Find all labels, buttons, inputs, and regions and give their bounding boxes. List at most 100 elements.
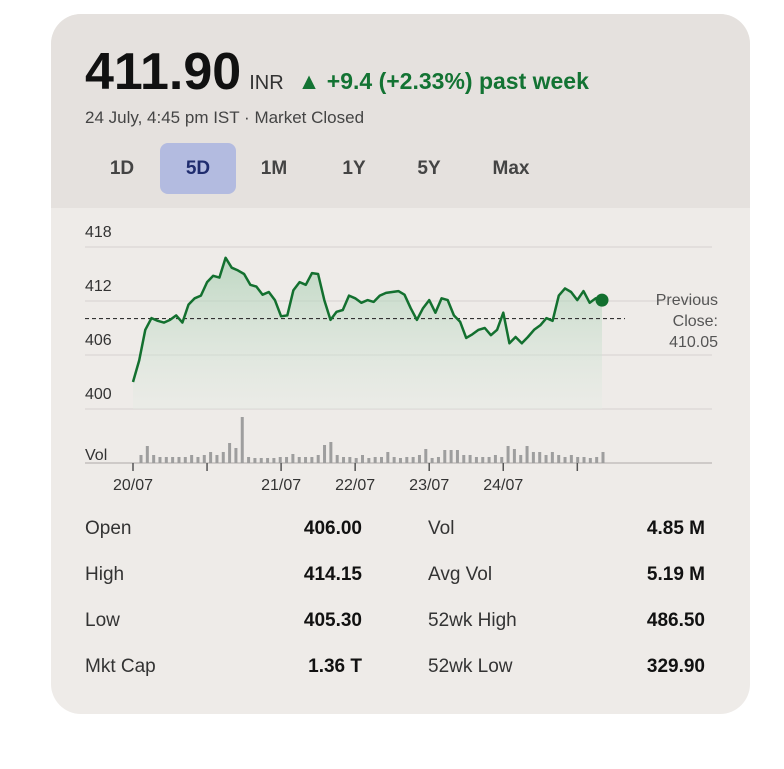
range-tab[interactable]: 1Y [342,158,366,179]
volume-bar [342,457,346,463]
volume-bar [582,457,586,463]
volume-bar [449,450,453,463]
stat-label: High [85,564,125,585]
volume-bar [304,457,308,463]
volume-bar [443,450,447,463]
stat-value: 329.90 [646,656,705,677]
volume-bar [386,452,390,463]
volume-bar [392,457,396,463]
volume-bar [348,457,352,463]
range-tab[interactable]: 1M [260,158,288,179]
previous-close: Previous Close: 410.05 [620,290,718,353]
price-line [131,256,603,383]
volume-bar [398,458,402,463]
volume-bar [215,455,219,463]
volume-bar [228,443,232,463]
last-price-dot [595,293,609,307]
volume-bar [557,455,561,463]
volume-bar [544,455,548,463]
volume-bar [139,455,143,463]
volume-bar [436,457,440,463]
stat-value: 414.15 [303,564,362,585]
volume-bar [462,455,466,463]
range-tab[interactable]: 5Y [417,158,441,179]
volume-bar [335,455,339,463]
range-tab[interactable]: 1D [109,158,135,179]
stat-label: 52wk High [428,610,517,631]
volume-bar [468,455,472,463]
stat-label: Mkt Cap [85,656,156,677]
volume-bar [430,458,434,463]
stat-value: 405.30 [303,610,362,631]
volume-bar [177,457,181,463]
volume-bar [455,450,459,463]
volume-bar [538,452,542,463]
volume-bar [411,457,415,463]
x-tick-label: 21/07 [261,477,301,494]
volume-bar [361,455,365,463]
x-tick-label: 23/07 [409,477,449,494]
volume-bar [569,455,573,463]
currency: INR [249,72,284,94]
volume-bar [405,457,409,463]
volume-bar [519,455,523,463]
volume-bar [576,457,580,463]
stat-value: 406.00 [303,518,362,539]
volume-label: Vol [85,447,107,464]
volume-bar [253,458,257,463]
volume-bar [209,452,213,463]
volume-bar [285,457,289,463]
quote-header: 411.90 INR ▲ +9.4 (+2.33%) past week 24 … [51,14,750,208]
range-tab[interactable]: 5D [160,143,236,194]
volume-bar [550,452,554,463]
range-tab[interactable]: Max [492,158,530,179]
y-tick-label: 412 [85,278,112,295]
stat-label: Vol [428,518,455,539]
price: 411.90 [85,43,242,101]
timestamp: 24 July, 4:45 pm IST · Market Closed [85,108,365,127]
volume-bar [297,457,301,463]
volume-bar [221,452,225,463]
volume-bar [259,458,263,463]
quote-card: 411.90 INR ▲ +9.4 (+2.33%) past week 24 … [51,14,750,714]
volume-bar [152,455,156,463]
volume-bar [500,457,504,463]
volume-bar [202,455,206,463]
volume-bar [588,458,592,463]
volume-bar [512,449,516,463]
volume-bar [164,457,168,463]
previous-close-label: Previous Close: [655,292,718,330]
price-area [133,257,602,409]
y-tick-label: 406 [85,332,112,349]
volume-bar [145,446,149,463]
volume-bar [323,445,327,463]
volume-bar [329,442,333,463]
volume-bar [417,455,421,463]
volume-bar [531,452,535,463]
volume-bar [367,458,371,463]
stat-value: 486.50 [646,610,705,631]
stat-label: Open [85,518,132,539]
volume-bar [316,455,320,463]
volume-bar [196,457,200,463]
volume-bar [354,458,358,463]
volume-bar [379,457,383,463]
volume-bar [240,417,244,463]
volume-bar [424,449,428,463]
stat-label: Avg Vol [428,564,493,585]
volume-bar [525,446,529,463]
volume-bar [183,457,187,463]
volume-bar [190,455,194,463]
stat-value: 5.19 M [646,564,705,585]
stat-value: 1.36 T [308,656,362,677]
y-tick-label: 400 [85,386,112,403]
volume-bar [310,457,314,463]
previous-close-value: 410.05 [669,334,718,351]
x-tick-label: 24/07 [483,477,523,494]
volume-bar [373,457,377,463]
volume-bar [278,457,282,463]
volume-bar [234,448,238,463]
volume-bar [291,454,295,463]
price-change: ▲ +9.4 (+2.33%) past week [297,68,589,94]
